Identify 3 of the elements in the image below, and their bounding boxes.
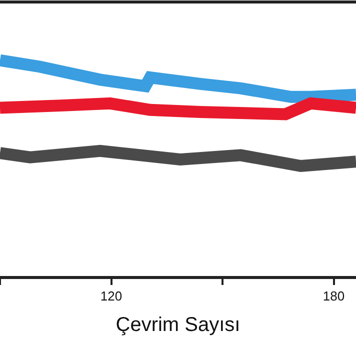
x-tick-label: 180 (322, 288, 345, 304)
x-tick-label: 120 (100, 288, 122, 304)
x-axis-title: Çevrim Sayısı (116, 314, 240, 336)
